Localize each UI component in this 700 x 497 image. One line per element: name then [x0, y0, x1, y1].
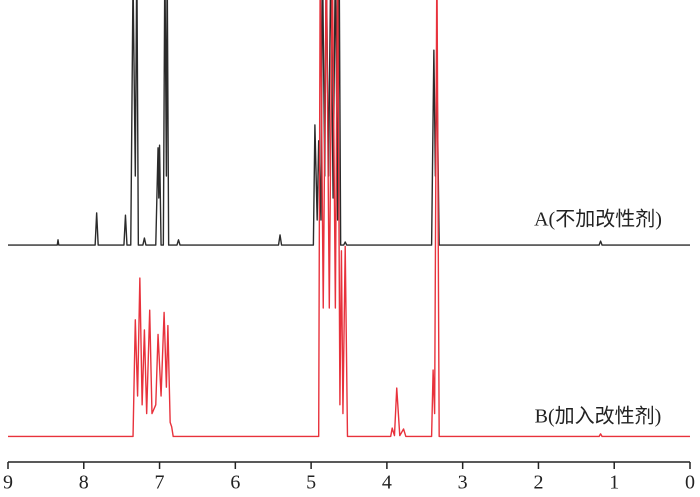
x-tick-label: 4 [382, 472, 392, 494]
spectrum-line [8, 0, 690, 246]
annotation: B(加入改性剂) [535, 405, 662, 428]
x-tick-label: 2 [533, 472, 543, 494]
annotation: A(不加改性剂) [534, 208, 662, 231]
x-tick-label: 1 [609, 472, 619, 494]
plot-area [8, 0, 690, 438]
x-tick-label: 6 [230, 472, 240, 494]
x-tick-label: 9 [3, 472, 13, 494]
x-tick-label: 5 [306, 472, 316, 494]
x-tick-label: 0 [685, 472, 695, 494]
x-tick-label: 7 [155, 472, 165, 494]
spectrum-line [8, 0, 690, 438]
x-tick-label: 3 [458, 472, 468, 494]
x-tick-label: 8 [79, 472, 89, 494]
